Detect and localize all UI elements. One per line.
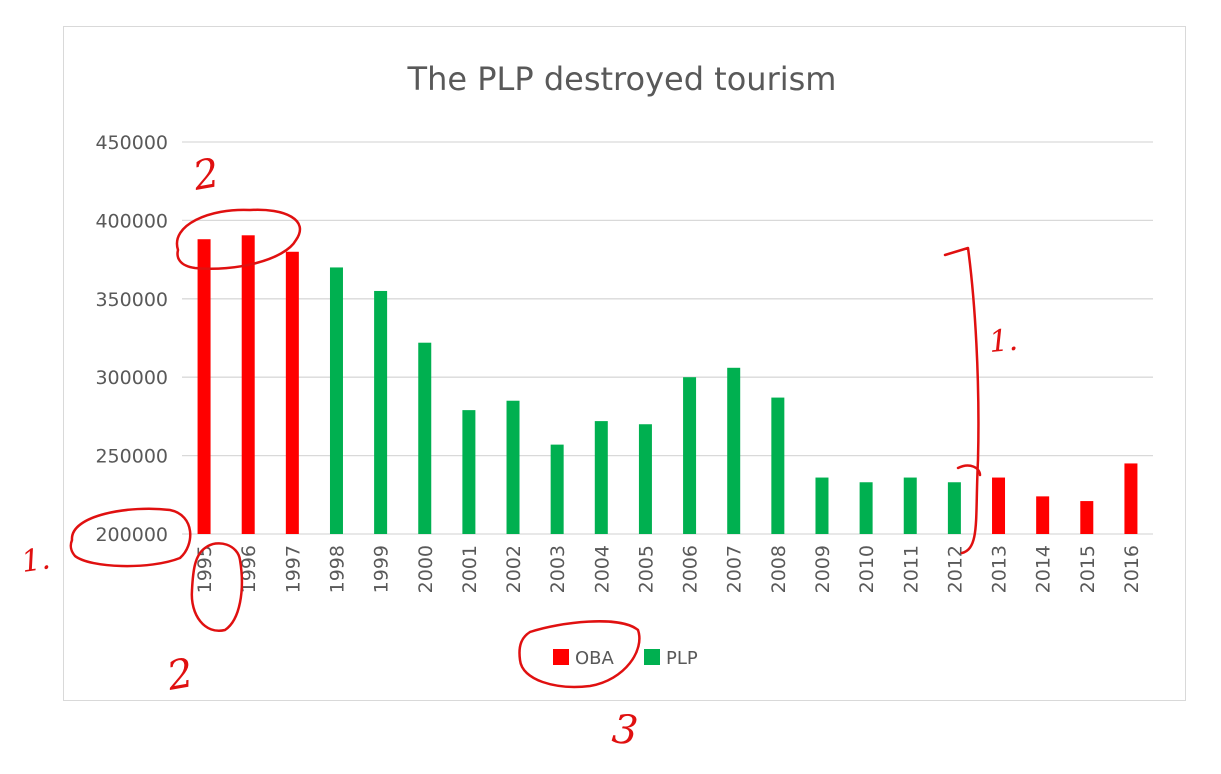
gridlines xyxy=(182,141,1153,535)
ink-circle-legend xyxy=(518,620,641,689)
bar-plp-2001 xyxy=(462,410,476,534)
ink-mark: 2 xyxy=(163,650,197,700)
y-tick-label: 250000 xyxy=(95,446,168,468)
x-tick-label: 2003 xyxy=(547,545,569,593)
bar-plp-2006 xyxy=(683,377,697,534)
handwritten-annotations: 1. 1. 2 2 3 xyxy=(19,150,1019,754)
x-tick-label: 1998 xyxy=(326,545,348,593)
y-tick-label: 450000 xyxy=(95,132,168,154)
x-tick-label: 2015 xyxy=(1077,545,1099,593)
bar-plp-2008 xyxy=(771,397,785,534)
bar-plp-2010 xyxy=(859,482,873,534)
legend-swatch-oba xyxy=(553,649,569,665)
x-tick-label: 2006 xyxy=(680,545,702,593)
legend-label-oba: OBA xyxy=(575,648,615,669)
bars xyxy=(197,235,1138,534)
x-tick-label: 2010 xyxy=(856,545,878,593)
x-tick-label: 1999 xyxy=(371,545,393,593)
legend-swatch-plp xyxy=(644,649,660,665)
x-tick-label: 2008 xyxy=(768,545,790,593)
x-tick-label: 2013 xyxy=(989,545,1011,593)
bar-oba-1996 xyxy=(241,235,255,534)
x-tick-label: 2000 xyxy=(415,545,437,593)
x-tick-label: 2014 xyxy=(1033,545,1055,593)
x-tick-label: 2009 xyxy=(812,545,834,593)
x-tick-label: 2001 xyxy=(459,545,481,593)
bar-plp-2002 xyxy=(506,400,520,534)
ink-bracket xyxy=(943,246,980,555)
ink-circle-xlabel xyxy=(190,542,244,633)
x-tick-label: 1996 xyxy=(238,545,260,593)
x-tick-label: 2007 xyxy=(724,545,746,593)
ink-mark: 3 xyxy=(610,706,640,754)
legend-label-plp: PLP xyxy=(666,648,698,669)
bar-oba-1995 xyxy=(197,239,211,534)
legend: OBA PLP xyxy=(553,648,698,669)
bar-oba-2016 xyxy=(1124,463,1138,534)
bar-oba-1997 xyxy=(285,251,299,534)
bar-plp-2004 xyxy=(594,421,608,534)
bar-plp-2000 xyxy=(418,342,432,534)
ink-mark: 2 xyxy=(189,150,223,200)
bar-plp-2012 xyxy=(947,482,961,534)
bar-plp-2003 xyxy=(550,444,564,534)
x-tick-label: 2016 xyxy=(1121,545,1143,593)
x-tick-label: 1997 xyxy=(282,545,304,593)
bar-oba-2013 xyxy=(992,477,1006,534)
ink-mark: 1. xyxy=(988,323,1020,360)
x-tick-label: 2004 xyxy=(591,545,613,593)
bar-plp-1998 xyxy=(329,267,343,534)
ink-bracket-tick xyxy=(956,464,982,477)
bar-oba-2014 xyxy=(1036,496,1050,534)
x-tick-label: 2011 xyxy=(900,545,922,593)
y-tick-label: 300000 xyxy=(95,367,168,389)
ink-mark: 1. xyxy=(19,541,52,580)
bar-plp-2011 xyxy=(903,477,917,534)
chart-title: The PLP destroyed tourism xyxy=(407,60,837,98)
y-axis-tick-labels: 200000 250000 300000 350000 400000 450000 xyxy=(95,132,168,546)
ink-circle-ylabel xyxy=(69,507,192,568)
bar-plp-1999 xyxy=(374,290,388,534)
bar-plp-2009 xyxy=(815,477,829,534)
bar-plp-2005 xyxy=(638,424,652,534)
bar-plp-2007 xyxy=(727,367,741,534)
x-axis-tick-labels: 1995 1996 1997 1998 1999 2000 2001 2002 2003 2004… xyxy=(194,545,1143,593)
y-tick-label: 350000 xyxy=(95,289,168,311)
x-tick-label: 2002 xyxy=(503,545,525,593)
x-tick-label: 1995 xyxy=(194,545,216,593)
y-tick-label: 400000 xyxy=(95,210,168,232)
bar-oba-2015 xyxy=(1080,501,1094,534)
ink-circle-top-bars xyxy=(175,208,302,270)
y-tick-label: 200000 xyxy=(95,524,168,546)
x-tick-label: 2012 xyxy=(944,545,966,593)
x-tick-label: 2005 xyxy=(635,545,657,593)
